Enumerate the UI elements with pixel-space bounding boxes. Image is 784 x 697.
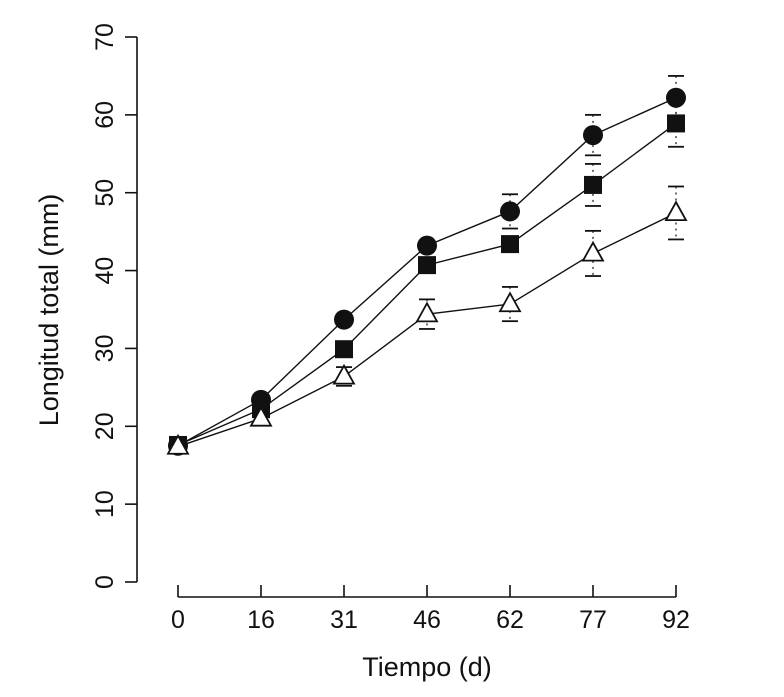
series-open-triangle	[166, 185, 688, 455]
y-ticks: 0 10 20 30 40 50 60 70	[91, 23, 137, 589]
x-tick-label: 92	[662, 606, 690, 634]
x-tick-label: 62	[496, 606, 524, 634]
data-point-circle	[334, 309, 354, 330]
error-bar	[585, 163, 601, 207]
x-tick-label: 31	[330, 606, 358, 634]
x-axis-title: Tiempo (d)	[362, 652, 492, 682]
data-point-square	[584, 175, 602, 194]
data-point-triangle	[664, 200, 688, 222]
data-point-triangle	[332, 363, 356, 385]
x-tick-label: 0	[171, 606, 185, 634]
data-point-square	[501, 235, 519, 254]
data-point-square	[418, 256, 436, 275]
error-bar	[668, 185, 684, 241]
y-tick-label: 30	[91, 335, 119, 363]
y-tick-label: 0	[91, 575, 119, 589]
error-bar	[585, 113, 601, 157]
y-tick-label: 20	[91, 412, 119, 440]
y-tick-label: 40	[91, 257, 119, 285]
data-point-square	[335, 340, 353, 359]
data-point-circle	[417, 235, 437, 256]
x-ticks: 0 16 31 46 62 77 92	[171, 585, 690, 634]
data-point-triangle	[415, 301, 439, 323]
data-point-triangle	[249, 405, 273, 427]
data-point-circle	[666, 87, 686, 108]
y-axis-title: Longitud total (mm)	[34, 194, 64, 427]
data-point-triangle	[498, 291, 522, 313]
error-bar	[502, 193, 518, 230]
y-tick-label: 10	[91, 490, 119, 518]
x-tick-label: 46	[413, 606, 441, 634]
error-bar	[419, 298, 435, 330]
error-bar	[585, 229, 601, 277]
y-tick-label: 70	[91, 23, 119, 51]
series-layer	[166, 75, 688, 456]
x-tick-label: 77	[579, 606, 607, 634]
error-bar	[502, 286, 518, 323]
data-point-circle	[583, 125, 603, 146]
error-bar	[668, 99, 684, 148]
chart-axes	[136, 37, 676, 598]
x-tick-label: 16	[247, 606, 275, 634]
data-point-triangle	[581, 240, 605, 262]
series-filled-square	[169, 99, 685, 454]
y-tick-label: 50	[91, 179, 119, 207]
data-point-square	[667, 114, 685, 133]
y-tick-label: 60	[91, 101, 119, 129]
data-point-circle	[500, 201, 520, 222]
data-point-triangle	[166, 433, 190, 455]
